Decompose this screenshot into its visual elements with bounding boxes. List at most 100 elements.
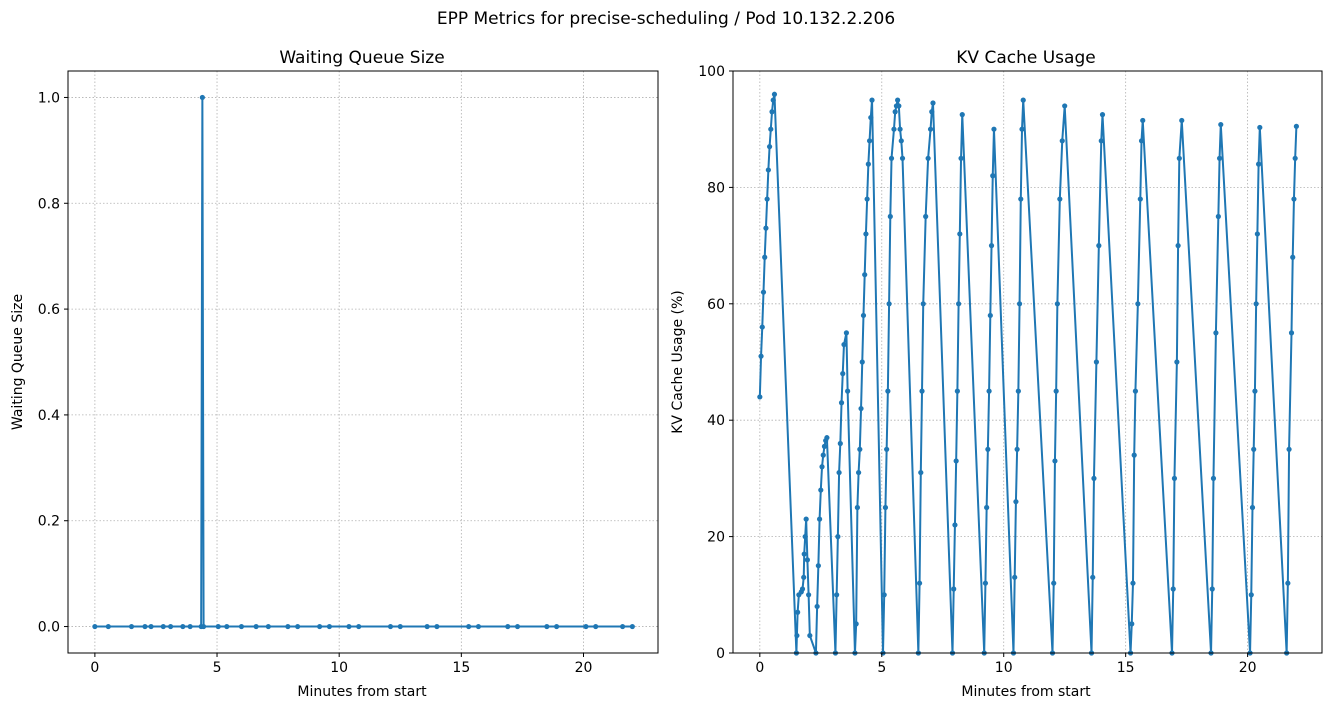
data-point bbox=[1210, 475, 1217, 481]
data-point bbox=[1291, 196, 1297, 202]
data-point bbox=[619, 623, 626, 630]
data-point bbox=[860, 312, 867, 319]
data-point bbox=[843, 330, 850, 336]
data-point bbox=[856, 469, 862, 476]
data-point bbox=[762, 254, 768, 260]
data-point bbox=[988, 243, 995, 249]
data-point bbox=[868, 114, 874, 121]
data-point bbox=[1138, 138, 1145, 144]
data-point bbox=[629, 623, 635, 630]
data-point bbox=[92, 623, 98, 630]
data-point bbox=[544, 623, 550, 630]
x-axis-label: Minutes from start bbox=[961, 684, 1091, 700]
data-point bbox=[929, 109, 935, 115]
data-point bbox=[1098, 138, 1104, 144]
data-point bbox=[1093, 359, 1099, 365]
data-point bbox=[1091, 475, 1097, 481]
data-point bbox=[1257, 124, 1263, 131]
data-point bbox=[923, 213, 929, 220]
data-point bbox=[295, 623, 301, 630]
y-axis-label: KV Cache Usage (%) bbox=[670, 290, 686, 434]
data-point bbox=[1218, 121, 1224, 128]
data-point bbox=[1059, 138, 1065, 144]
data-point bbox=[795, 609, 801, 615]
data-point bbox=[1254, 231, 1260, 237]
data-point bbox=[1016, 301, 1023, 307]
data-point bbox=[987, 312, 993, 319]
y-tick-label: 0 bbox=[716, 646, 725, 662]
data-point bbox=[142, 623, 148, 630]
data-point bbox=[886, 301, 892, 307]
data-point bbox=[895, 97, 901, 103]
data-point bbox=[956, 301, 962, 307]
chart-title: Waiting Queue Size bbox=[279, 48, 444, 68]
data-point bbox=[554, 623, 560, 630]
data-point bbox=[265, 623, 271, 630]
data-point bbox=[1130, 580, 1136, 586]
y-tick-label: 0.6 bbox=[38, 302, 60, 318]
data-point bbox=[1135, 301, 1141, 307]
figure-title: EPP Metrics for precise-scheduling / Pod… bbox=[437, 9, 895, 29]
x-tick-label: 20 bbox=[1239, 660, 1257, 676]
data-point bbox=[1286, 446, 1292, 452]
y-tick-label: 60 bbox=[707, 297, 725, 313]
data-point bbox=[927, 126, 934, 132]
x-tick-label: 20 bbox=[575, 660, 593, 676]
y-axis-label: Waiting Queue Size bbox=[10, 294, 26, 430]
data-point bbox=[758, 353, 764, 359]
data-point bbox=[1131, 452, 1137, 458]
data-point bbox=[764, 196, 770, 202]
data-point bbox=[1018, 196, 1024, 202]
data-point bbox=[918, 469, 924, 476]
data-point bbox=[888, 155, 895, 161]
x-tick-label: 5 bbox=[213, 660, 222, 676]
data-point bbox=[897, 126, 903, 132]
data-point bbox=[1249, 504, 1256, 511]
x-tick-label: 0 bbox=[755, 660, 764, 676]
data-point bbox=[840, 371, 846, 377]
data-point bbox=[853, 621, 859, 627]
data-point bbox=[1057, 196, 1063, 202]
data-point bbox=[885, 388, 891, 394]
data-point bbox=[1052, 458, 1058, 464]
x-axis-label: Minutes from start bbox=[297, 684, 427, 700]
data-point bbox=[1090, 574, 1096, 580]
data-point bbox=[803, 516, 809, 522]
data-point bbox=[765, 167, 771, 173]
data-point bbox=[1255, 161, 1262, 167]
data-point bbox=[475, 623, 482, 630]
kv-cache-panel: KV Cache Usage Minutes from start KV Cac… bbox=[670, 48, 1323, 700]
data-point bbox=[505, 623, 511, 630]
data-point bbox=[984, 504, 990, 511]
data-point bbox=[771, 91, 778, 97]
y-tick-label: 0.4 bbox=[38, 408, 60, 424]
data-point bbox=[1099, 112, 1106, 118]
data-point bbox=[200, 623, 207, 630]
y-tick-label: 40 bbox=[707, 413, 725, 429]
axes-frame bbox=[732, 70, 1323, 654]
data-point bbox=[818, 487, 824, 493]
data-point bbox=[859, 359, 865, 365]
data-point bbox=[854, 504, 860, 511]
y-tick-label: 100 bbox=[698, 64, 725, 80]
y-tick-label: 0.0 bbox=[38, 620, 60, 636]
data-point bbox=[864, 196, 870, 202]
data-point bbox=[1012, 574, 1018, 580]
data-point bbox=[326, 623, 333, 630]
data-point bbox=[397, 623, 403, 630]
data-point bbox=[1293, 123, 1299, 129]
data-point bbox=[180, 623, 186, 630]
data-point bbox=[804, 557, 810, 563]
data-point bbox=[916, 580, 923, 586]
data-point bbox=[841, 341, 847, 348]
data-point bbox=[986, 388, 992, 394]
data-point bbox=[1171, 475, 1178, 481]
x-tick-label: 15 bbox=[1117, 660, 1135, 676]
data-point bbox=[982, 580, 989, 586]
data-point bbox=[834, 592, 840, 598]
data-point bbox=[1013, 499, 1019, 505]
data-point bbox=[892, 109, 898, 115]
data-point bbox=[837, 440, 843, 447]
data-point bbox=[957, 231, 963, 237]
